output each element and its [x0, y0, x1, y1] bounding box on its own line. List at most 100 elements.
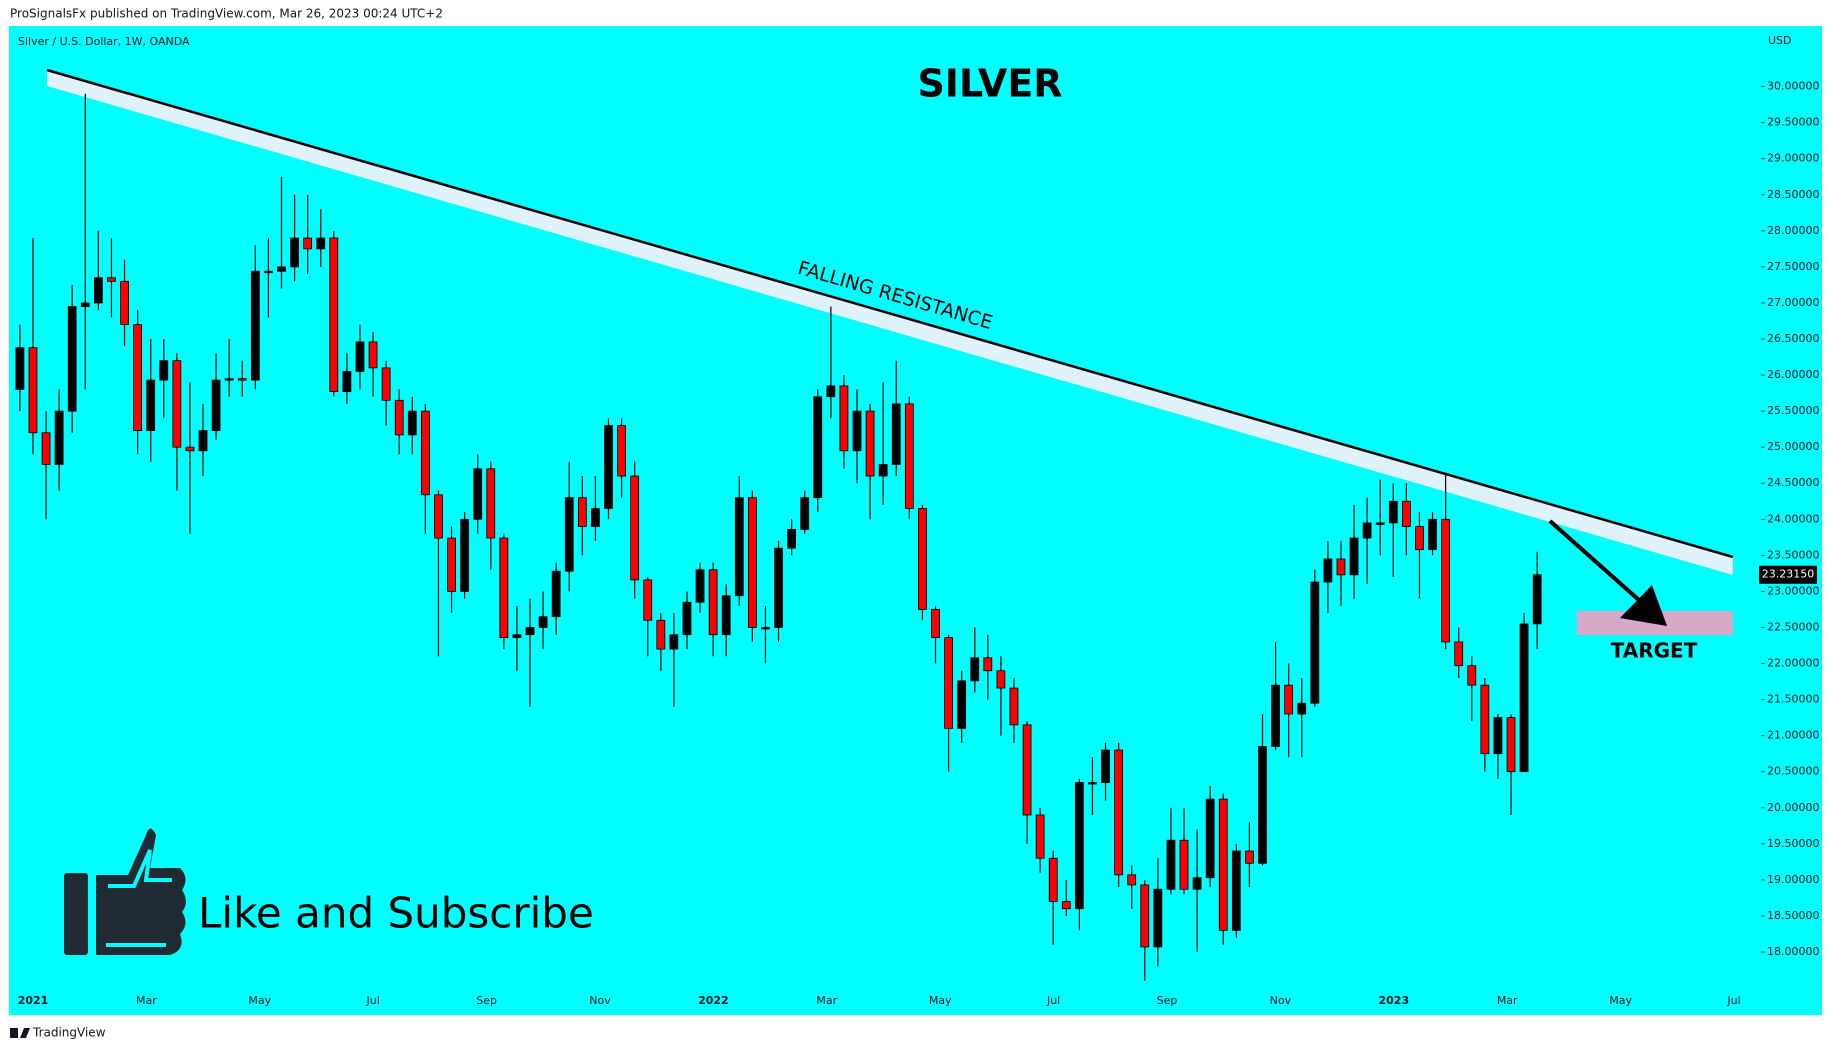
candle-body [839, 385, 849, 452]
symbol: Silver / U.S. Dollar, 1W, OANDA [18, 35, 190, 48]
candle-body [1192, 877, 1202, 890]
candle [944, 634, 953, 772]
candle-body [931, 609, 940, 638]
candle-body [28, 347, 38, 434]
x-tick-label: Nov [1270, 994, 1292, 1007]
candle [1467, 656, 1477, 722]
y-tick-label: 25.00000 [1767, 440, 1820, 453]
candle-body [15, 347, 25, 390]
candle [316, 209, 326, 267]
candle-body [80, 302, 90, 307]
candle [1166, 807, 1176, 895]
candle-body [1074, 782, 1084, 910]
candle-body [1493, 717, 1503, 755]
candle-body [434, 494, 443, 539]
candle [28, 238, 38, 455]
candle [1114, 742, 1124, 888]
candle-body [708, 569, 718, 636]
candle [1218, 793, 1228, 945]
candle-body [93, 277, 103, 304]
candle-body [747, 497, 757, 628]
x-tick-label: Mar [136, 994, 157, 1007]
y-tick-label: 26.50000 [1767, 332, 1820, 345]
candle-body [1519, 623, 1529, 773]
candle-body [538, 616, 548, 628]
candle-body [159, 360, 169, 381]
candle [368, 331, 378, 397]
candle-body [1297, 702, 1307, 715]
x-tick-label: Sep [476, 994, 497, 1007]
candle [1297, 677, 1307, 758]
candle [577, 476, 587, 556]
candle [394, 389, 404, 455]
candle [407, 396, 417, 455]
candle [551, 562, 561, 635]
candle [499, 533, 509, 650]
x-tick-label: Mar [816, 994, 837, 1007]
currency: USD [1768, 34, 1792, 47]
x-tick-label: May [1609, 994, 1632, 1007]
candle [1101, 742, 1110, 801]
y-tick-label: 29.50000 [1767, 116, 1820, 129]
candle [1441, 472, 1451, 650]
candle [41, 411, 51, 520]
x-tick-label: Jul [1046, 994, 1060, 1007]
candle-body [407, 410, 417, 436]
candle [1192, 829, 1202, 952]
candle-body [342, 371, 352, 393]
candle-body [1061, 901, 1071, 910]
candle-body [499, 537, 509, 638]
x-tick-label: 2022 [698, 994, 729, 1007]
candle-body [264, 270, 273, 274]
candle-body [146, 379, 156, 431]
candle [15, 324, 25, 412]
candle [708, 562, 718, 657]
candle [120, 259, 129, 347]
candle [1048, 851, 1058, 945]
candle-body [381, 367, 391, 401]
candle-body [669, 634, 679, 650]
y-tick-label: 20.00000 [1767, 801, 1820, 814]
candle-body [1088, 782, 1097, 785]
candle [93, 230, 103, 311]
candle-body [721, 595, 731, 636]
chart-background [9, 26, 1822, 1015]
y-tick-label: 23.00000 [1767, 584, 1820, 597]
candle-body [591, 508, 600, 527]
candle [211, 353, 221, 440]
y-tick-label: 27.50000 [1767, 260, 1820, 273]
candle [80, 93, 90, 390]
candle [1401, 483, 1411, 556]
y-tick-label: 28.00000 [1767, 224, 1820, 237]
candle [1506, 714, 1516, 815]
chart-title: SILVER [917, 62, 1062, 106]
candle-body [1336, 558, 1346, 576]
candle [826, 306, 836, 419]
candle-body [107, 277, 116, 282]
candle [107, 238, 116, 318]
candle [146, 339, 156, 462]
candle [1140, 879, 1150, 981]
candle-body [564, 497, 574, 572]
candle [420, 403, 430, 534]
candle-body [1271, 684, 1280, 747]
candle [1245, 822, 1254, 888]
candle [591, 476, 600, 541]
candle-body [617, 425, 626, 477]
y-tick-label: 21.50000 [1767, 693, 1820, 706]
candle-body [172, 360, 182, 448]
candle [1153, 858, 1163, 967]
candle-body [1009, 687, 1019, 726]
y-tick-label: 19.50000 [1767, 837, 1820, 850]
candle-body [656, 619, 666, 650]
candle-body [224, 378, 234, 381]
candle-body [1140, 884, 1150, 948]
candle-body [813, 396, 823, 499]
candle-body [198, 430, 208, 452]
candle-body [1480, 684, 1490, 755]
candle-body [355, 341, 365, 372]
candle-body [1349, 537, 1359, 576]
candle [159, 339, 169, 419]
y-tick-label: 18.50000 [1767, 909, 1820, 922]
